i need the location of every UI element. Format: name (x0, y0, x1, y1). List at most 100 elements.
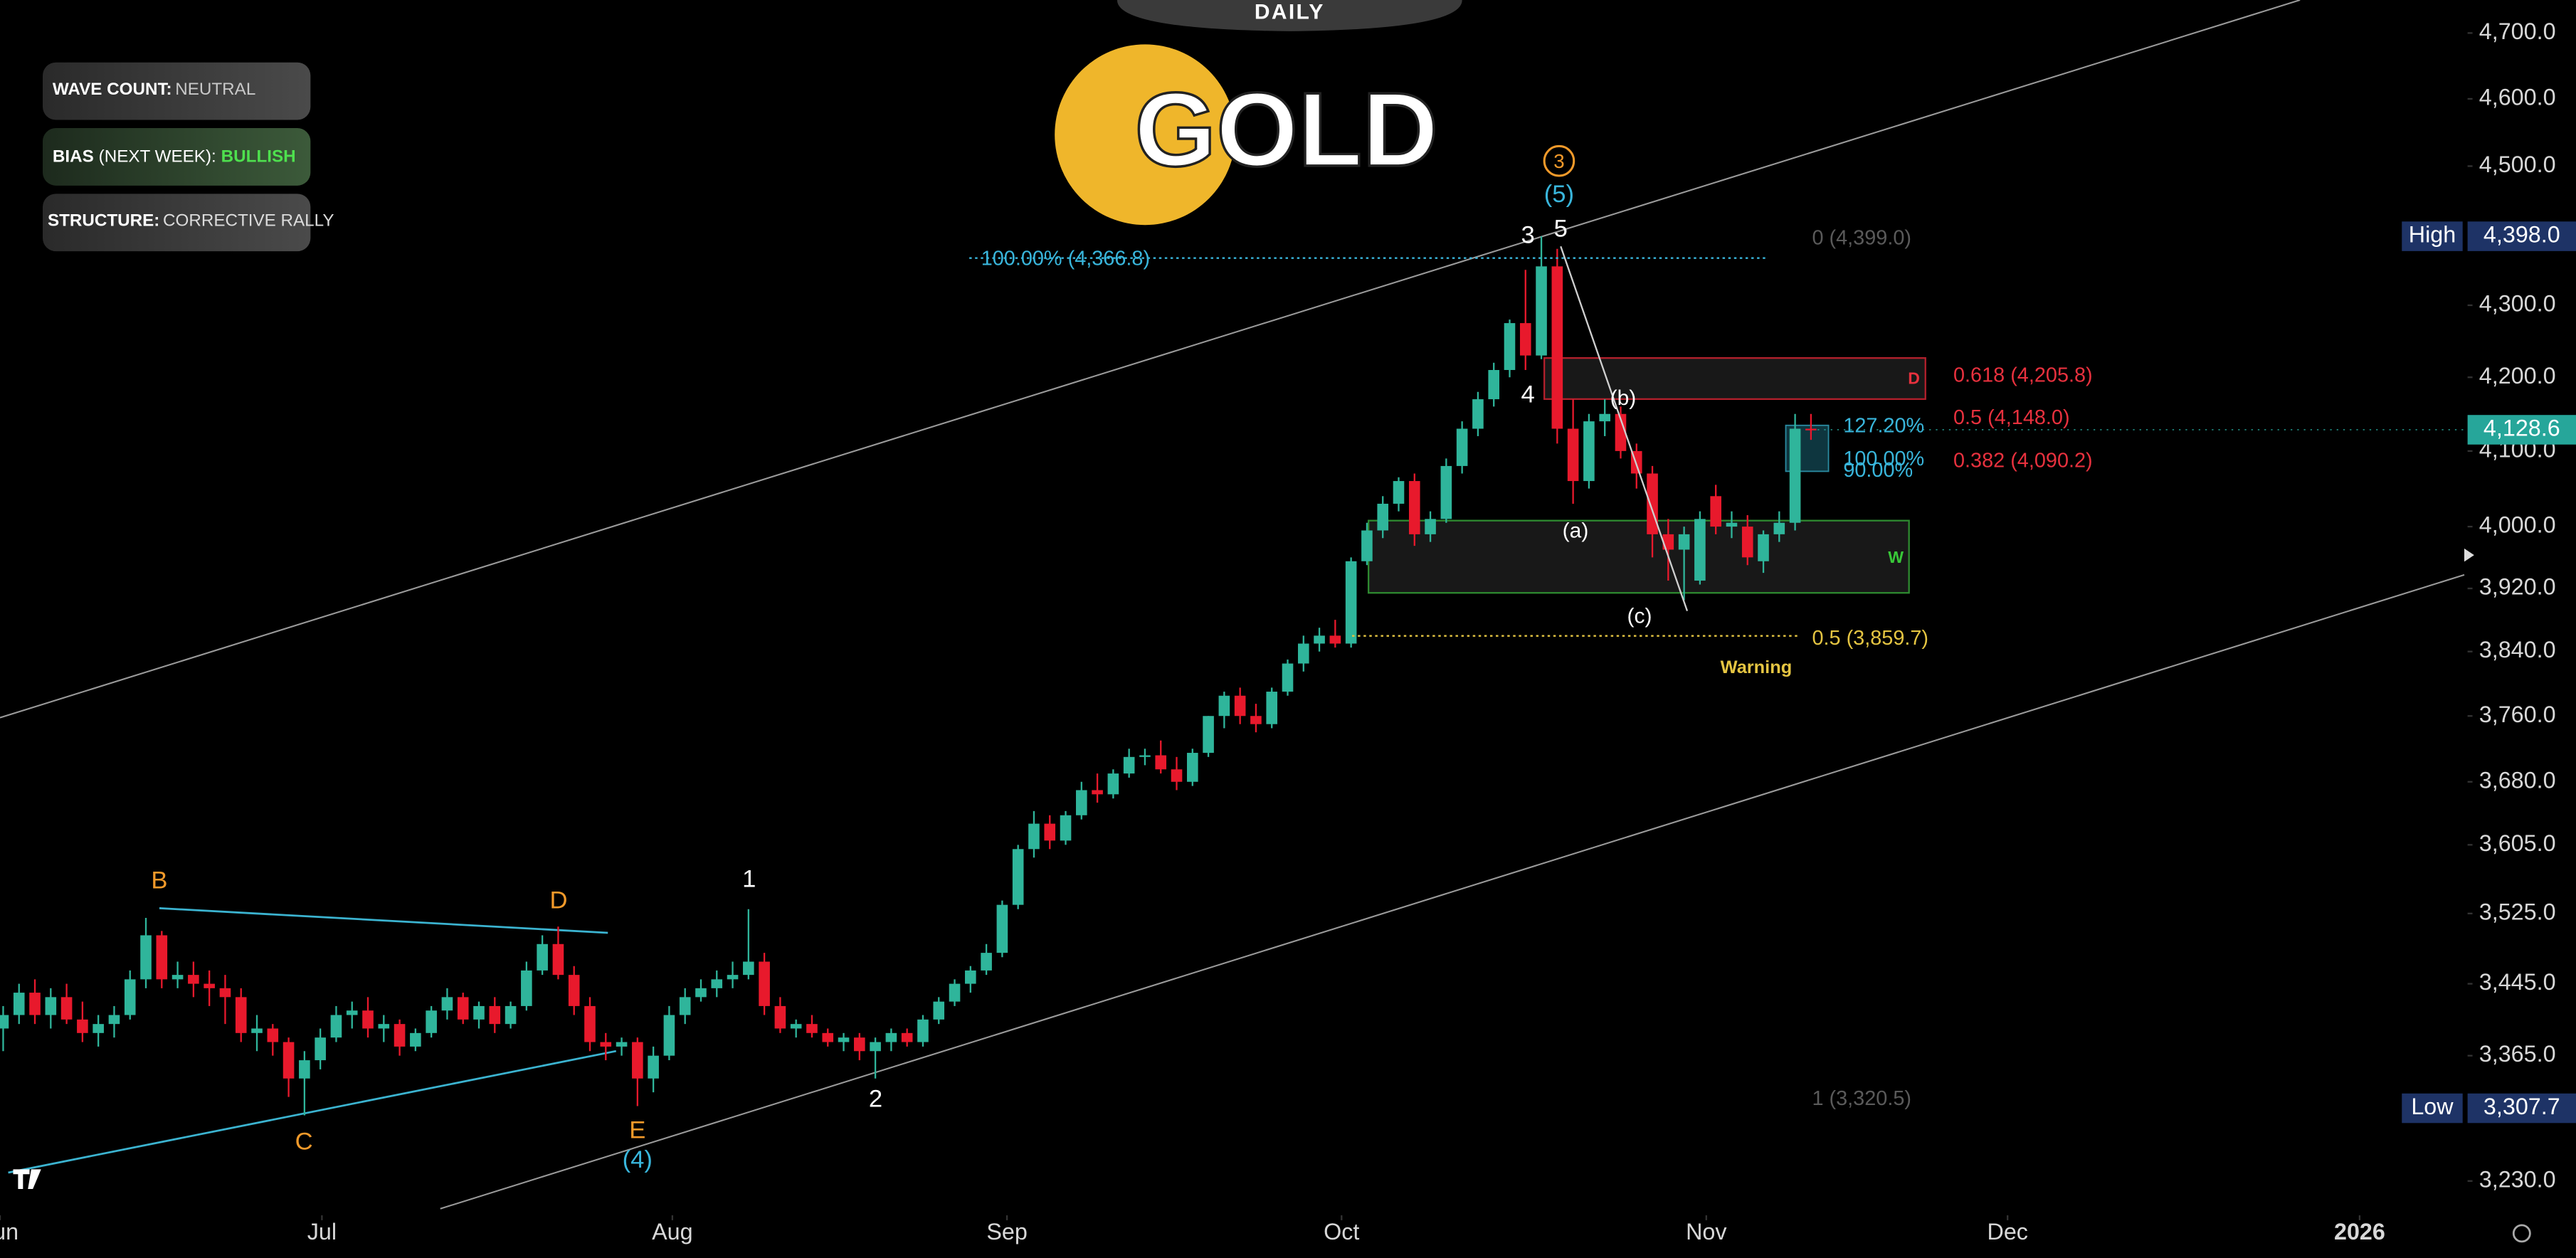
zone-label: W (1888, 548, 1904, 566)
candle-body (1186, 753, 1198, 782)
candle-body (1282, 663, 1294, 692)
wave-label: 4 (1521, 381, 1534, 408)
wave-label: B (151, 867, 167, 894)
candle-body (1393, 481, 1405, 504)
info-value: NEUTRAL (175, 80, 255, 99)
plot-area: 4,700.04,600.04,500.04,300.04,200.04,100… (0, 18, 2556, 1244)
candle-body (965, 970, 976, 984)
level-label: 0.618 (4,205.8) (1953, 364, 2093, 387)
candle-body (1536, 266, 1547, 356)
scroll-arrow (2464, 548, 2474, 562)
candle-body (45, 997, 57, 1015)
candle-body (1647, 473, 1658, 534)
zone-w (1367, 519, 1910, 594)
candle-body (1139, 755, 1151, 757)
candle-body (235, 997, 247, 1033)
y-tick-label: 4,700.0 (2479, 18, 2556, 44)
settings-icon[interactable] (2512, 1224, 2531, 1243)
candle-body (1472, 399, 1484, 429)
candle-body (1726, 522, 1738, 527)
info-label: STRUCTURE: (48, 211, 159, 231)
y-tick-label: 3,920.0 (2479, 574, 2556, 600)
low-price-box (2467, 1093, 2576, 1124)
candle-body (790, 1024, 802, 1029)
low-price-name-box (2402, 1093, 2463, 1124)
candle-body (426, 1010, 437, 1033)
candle-body (1155, 755, 1167, 770)
candle-body (1107, 773, 1119, 795)
high-price-name-box (2402, 221, 2463, 251)
candle-body (1678, 534, 1690, 550)
candle-body (188, 975, 199, 984)
x-tick-label: Jul (307, 1219, 337, 1244)
candle-body (727, 975, 739, 980)
wave-label: 1 (742, 865, 756, 892)
high-price-name: High (2409, 222, 2456, 248)
candle-body (1504, 323, 1516, 371)
channel-lower (440, 574, 2465, 1210)
last-price-value: 4,128.6 (2483, 416, 2560, 441)
level-label: 0 (4,399.0) (1812, 226, 1911, 249)
x-tick-label: Aug (652, 1219, 692, 1244)
wave-label: (4) (623, 1146, 653, 1173)
candle-body (632, 1042, 643, 1079)
low-price-name: Low (2411, 1094, 2454, 1119)
candle-body (410, 1032, 421, 1047)
wave-label: 3 (1521, 222, 1534, 249)
y-tick-label: 4,200.0 (2479, 363, 2556, 388)
candle-body (568, 975, 580, 1006)
x-tick-label: Oct (1324, 1219, 1359, 1244)
candle-body (1615, 413, 1627, 451)
wave-label: (a) (1563, 519, 1589, 543)
candle-body (457, 997, 469, 1020)
candle-body (1266, 692, 1278, 724)
candle-body (711, 979, 723, 988)
high-price-box (2467, 221, 2576, 251)
y-tick-label: 4,600.0 (2479, 84, 2556, 110)
candle-body (1567, 428, 1579, 482)
candle-body (806, 1024, 818, 1033)
candle-body (489, 1005, 501, 1025)
y-tick-label: 3,525.0 (2479, 899, 2556, 924)
candle-body (1741, 527, 1753, 558)
info-pill (43, 128, 311, 186)
candle-body (77, 1019, 88, 1033)
candle-body (1234, 695, 1246, 717)
level-label: 1 (3,320.5) (1812, 1087, 1911, 1110)
wave-line (1560, 245, 1689, 611)
candle-body (13, 993, 25, 1015)
candle-body (60, 997, 73, 1020)
info-pill (43, 194, 311, 252)
candle-body (1758, 534, 1769, 561)
info-value: CORRECTIVE RALLY (163, 211, 334, 231)
y-tick-label: 3,840.0 (2479, 637, 2556, 662)
x-tick-label: Nov (1686, 1219, 1727, 1244)
extension-label: 127.20% (1843, 415, 1924, 438)
candle-body (1329, 635, 1341, 644)
candle-body (822, 1032, 834, 1042)
x-tick-label: Jun (0, 1219, 19, 1244)
info-label: BIAS (53, 147, 94, 166)
candle-body (29, 993, 41, 1015)
candle-body (1789, 428, 1801, 523)
x-tick-label: Dec (1987, 1219, 2027, 1244)
candle-body (1583, 421, 1595, 482)
channel-upper (0, 0, 2301, 719)
candle-body (870, 1042, 881, 1052)
timeframe-tab (1117, 0, 1462, 31)
candle-body (901, 1032, 913, 1042)
candle-body (505, 1005, 517, 1025)
candle-body (1044, 823, 1056, 841)
y-tick-label: 3,680.0 (2479, 767, 2556, 793)
wave-label: 3 (1553, 150, 1564, 172)
wave-circle (1543, 144, 1575, 177)
candle-body (283, 1042, 295, 1079)
candle-body (616, 1042, 628, 1047)
candle-body (362, 1010, 374, 1029)
candle-body (1345, 561, 1357, 644)
candle-body (1060, 815, 1072, 841)
level-label: 0.5 (3,859.7) (1812, 627, 1928, 650)
wave-label: (b) (1610, 386, 1637, 410)
info-label: WAVE COUNT: (53, 80, 172, 99)
